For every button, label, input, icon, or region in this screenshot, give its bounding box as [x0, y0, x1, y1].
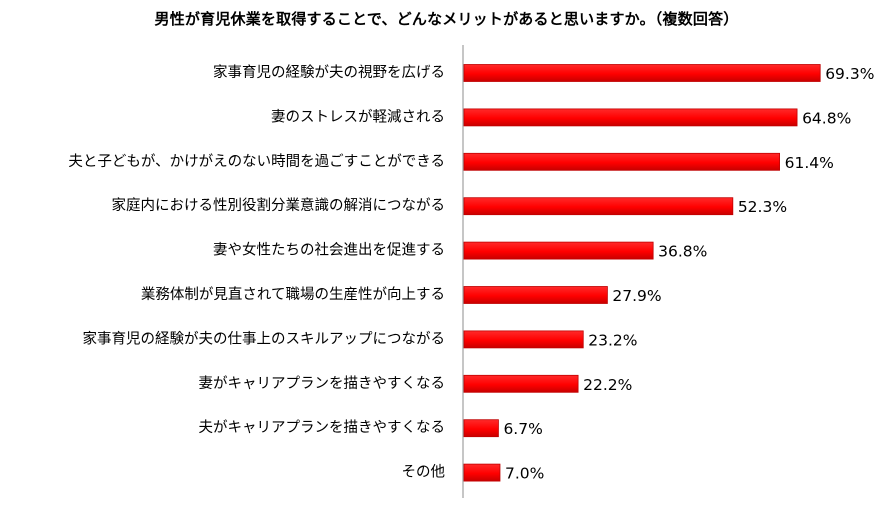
value-label: 6.7%	[503, 420, 542, 438]
value-label: 36.8%	[658, 243, 707, 261]
value-label: 64.8%	[802, 109, 851, 127]
value-label: 69.3%	[825, 65, 874, 83]
value-label: 22.2%	[583, 376, 632, 394]
bar	[463, 463, 501, 482]
bar	[463, 374, 579, 393]
category-label: 家事育児の経験が夫の仕事上のスキルアップにつながる	[83, 330, 446, 347]
category-label: その他	[402, 464, 446, 481]
value-label: 23.2%	[588, 331, 637, 349]
category-label: 夫と子どもが、かけがえのない時間を過ごすことができる	[68, 153, 445, 170]
chart-title: 男性が育児休業を取得することで、どんなメリットがあると思いますか。（複数回答）	[154, 10, 739, 28]
category-label: 妻や女性たちの社会進出を促進する	[213, 241, 445, 259]
category-label: 妻がキャリアプランを描きやすくなる	[199, 375, 446, 392]
bars-layer: 家事育児の経験が夫の視野を広げる 69.3% 妻のストレスが軽減される 64.8% 夫と…	[68, 64, 874, 483]
category-label: 夫がキャリアプランを描きやすくなる	[199, 419, 446, 436]
bar	[463, 197, 734, 216]
bar	[463, 419, 499, 438]
category-label: 家事育児の経験が夫の視野を広げる	[213, 64, 445, 81]
bar	[463, 64, 821, 82]
bar	[463, 108, 798, 127]
bar	[463, 241, 654, 260]
category-label: 業務体制が見直されて職場の生産性が向上する	[141, 286, 445, 303]
value-label: 52.3%	[738, 198, 787, 216]
value-label: 7.0%	[505, 465, 544, 483]
bar	[463, 330, 584, 349]
bar	[463, 152, 780, 171]
category-label: 妻のストレスが軽減される	[271, 108, 445, 125]
value-label: 61.4%	[785, 154, 834, 172]
category-label: 家庭内における性別役割分業意識の解消につながる	[112, 196, 446, 214]
value-label: 27.9%	[612, 287, 661, 305]
bar	[463, 286, 608, 304]
